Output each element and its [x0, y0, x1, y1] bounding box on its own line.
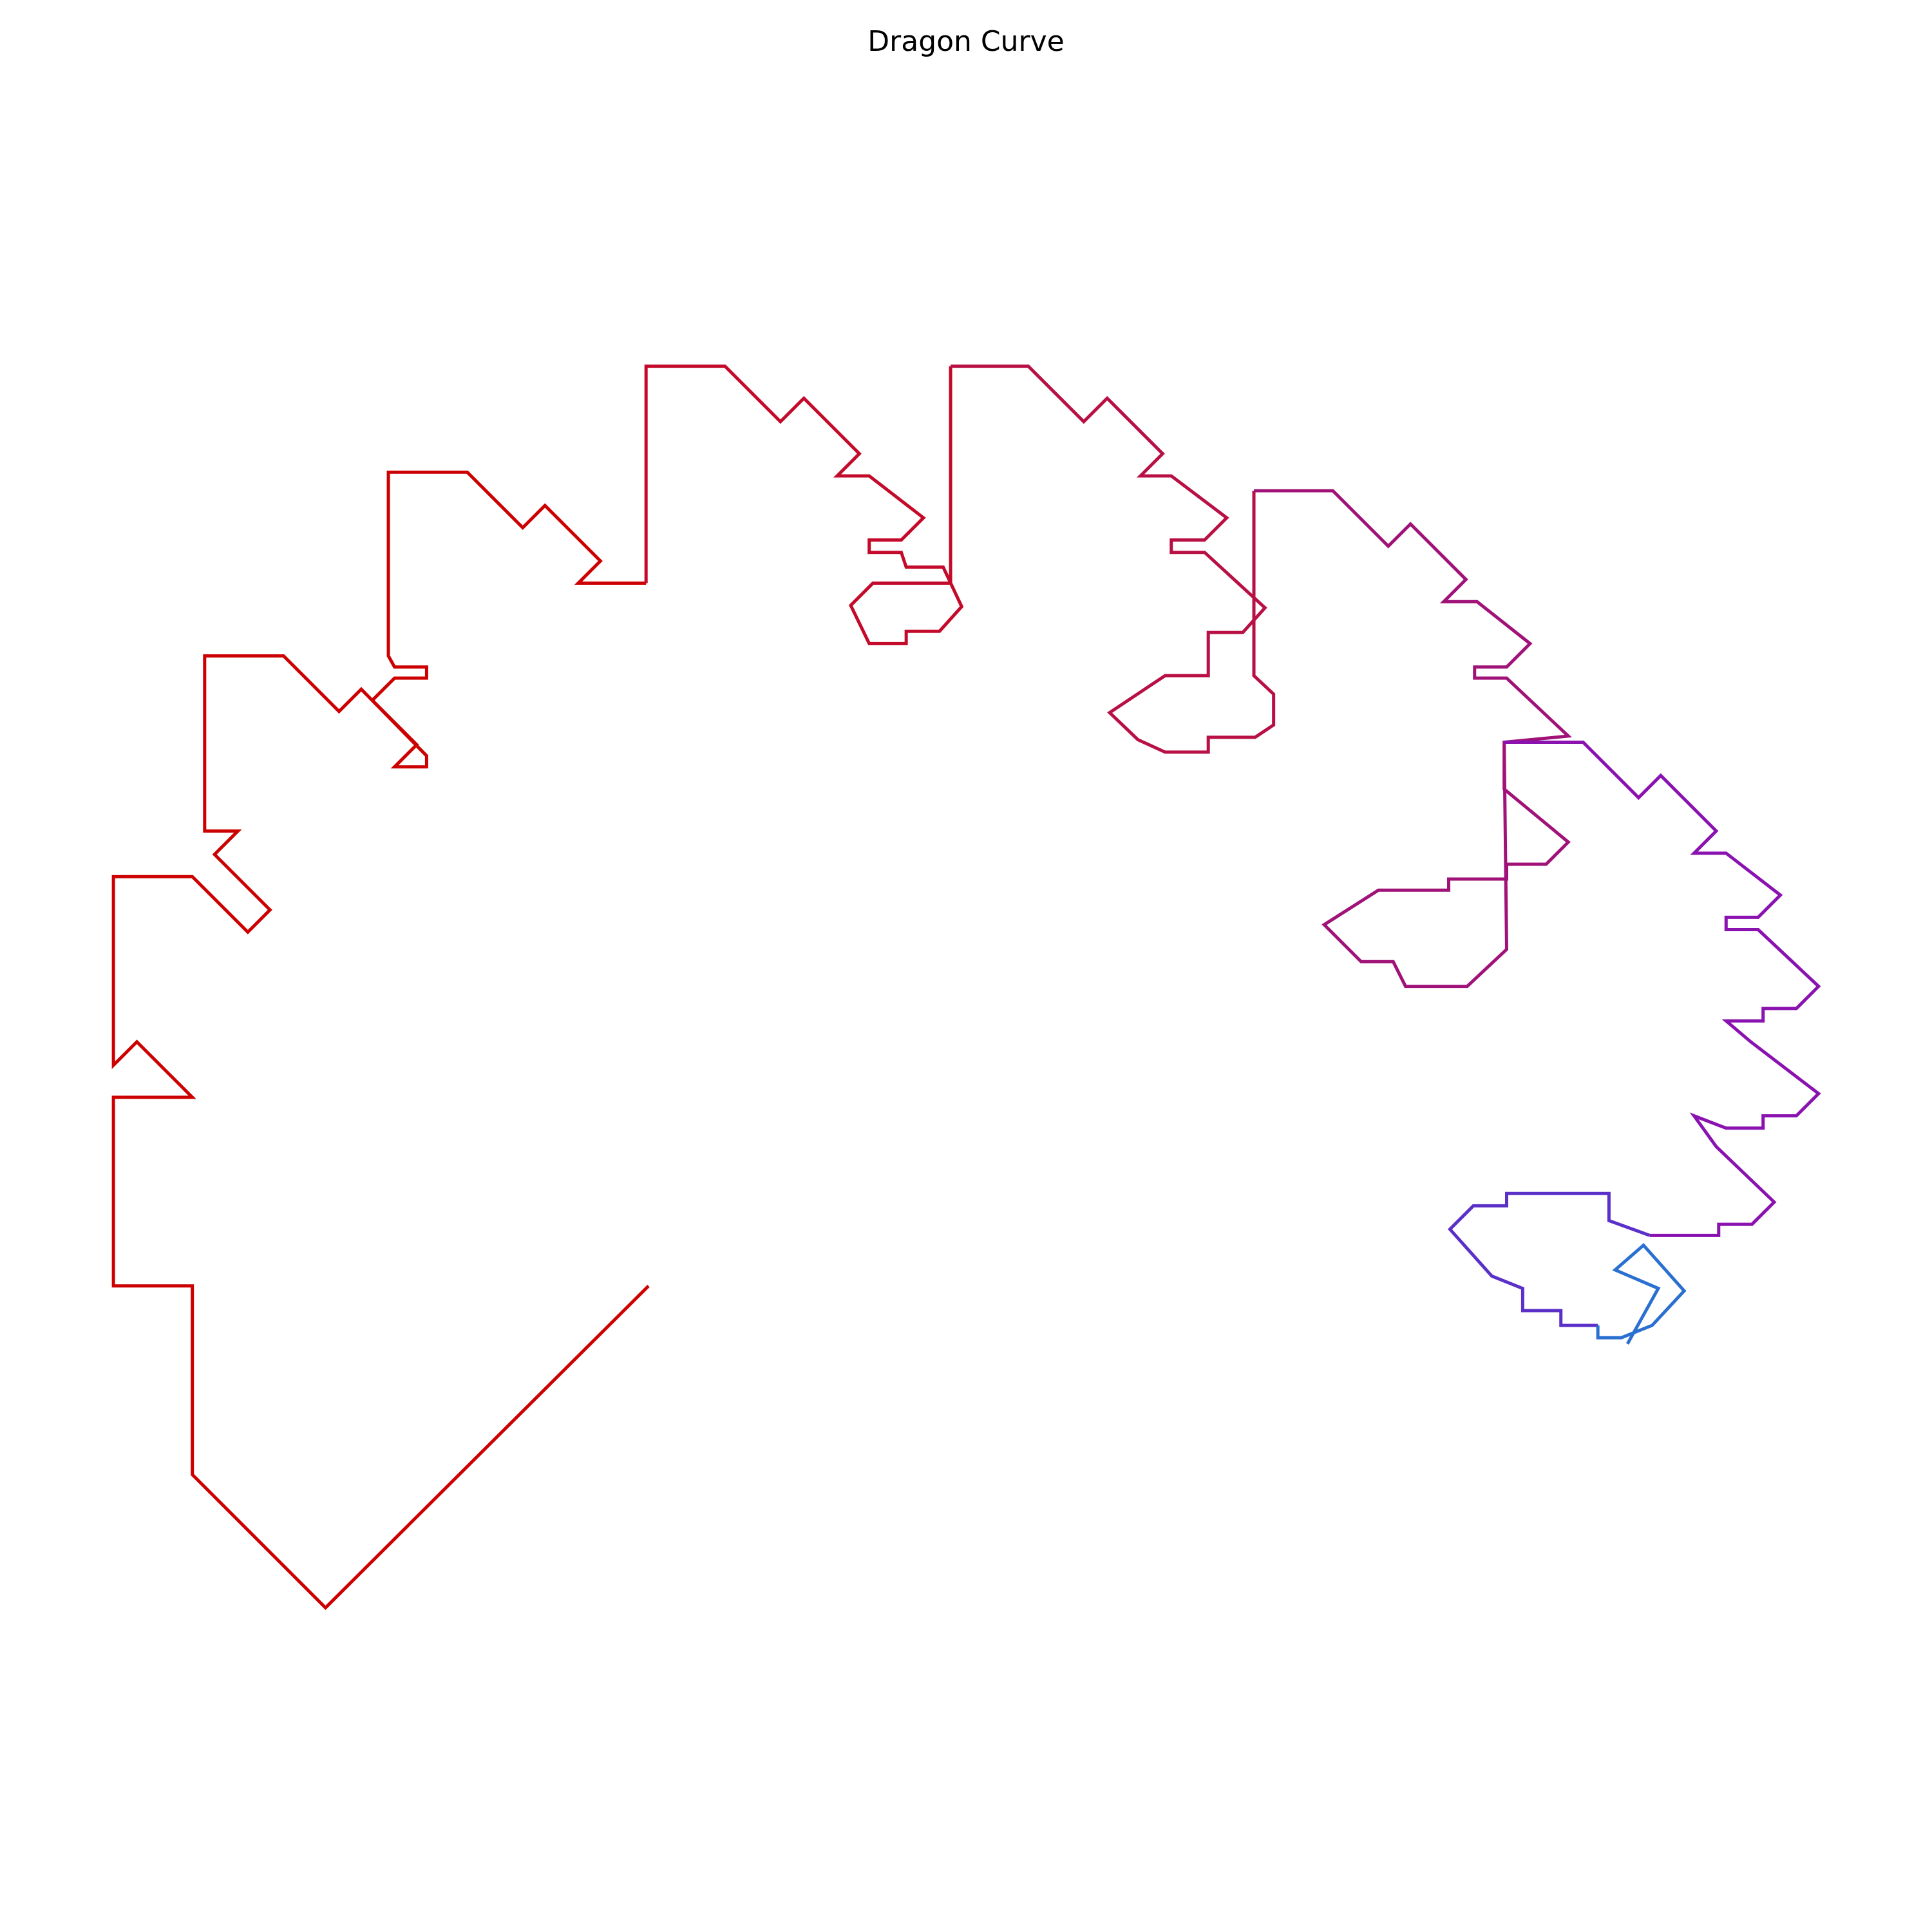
curve-segment — [1447, 1191, 1651, 1327]
curve-segment — [1504, 741, 1821, 1237]
curve-segment — [1596, 1243, 1687, 1345]
curve-segment — [1254, 489, 1572, 989]
curve-segment — [111, 470, 650, 1611]
chart-title: Dragon Curve — [867, 25, 1064, 58]
curve-segment — [951, 365, 1276, 754]
curve-segment — [644, 365, 964, 645]
